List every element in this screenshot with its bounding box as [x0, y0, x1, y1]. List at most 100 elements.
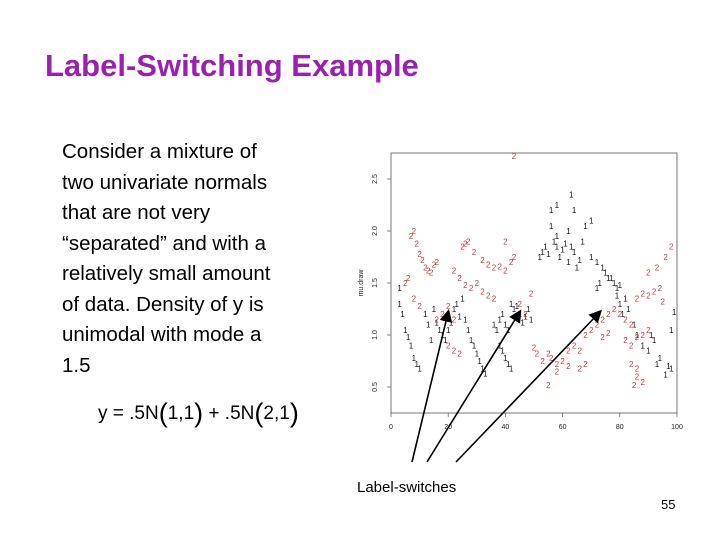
- data-point-1: 1: [546, 250, 551, 259]
- x-tick-label: 0: [389, 424, 393, 431]
- data-point-2: 2: [512, 253, 517, 262]
- data-point-2: 2: [606, 329, 611, 338]
- mixture-formula: y = .5N(1,1) + .5N(2,1): [98, 398, 299, 429]
- data-point-1: 1: [563, 239, 568, 248]
- y-axis-label: mu.draw: [358, 269, 365, 297]
- data-point-1: 1: [555, 243, 560, 252]
- data-point-1: 1: [540, 248, 545, 257]
- data-point-2: 2: [452, 347, 457, 356]
- data-point-2: 2: [589, 326, 594, 335]
- data-point-2: 2: [646, 269, 651, 278]
- data-point-1: 1: [575, 263, 580, 272]
- data-point-2: 2: [529, 289, 534, 298]
- data-point-2: 2: [629, 321, 634, 330]
- data-point-2: 2: [446, 341, 451, 350]
- formula-paren: ): [289, 398, 299, 428]
- formula-args-1: 1,1: [167, 403, 195, 424]
- data-point-1: 1: [552, 237, 557, 246]
- body-line: “separated” and with a: [62, 231, 266, 255]
- data-point-2: 2: [632, 381, 637, 390]
- data-point-2: 2: [432, 260, 437, 269]
- data-point-1: 1: [515, 302, 520, 311]
- data-point-2: 2: [406, 274, 411, 283]
- data-point-1: 1: [606, 274, 611, 283]
- data-point-2: 2: [635, 333, 640, 342]
- data-point-2: 2: [658, 284, 663, 293]
- body-line: unimodal with mode a: [62, 323, 262, 346]
- data-point-2: 2: [623, 315, 628, 324]
- data-point-2: 2: [503, 237, 508, 246]
- data-point-2: 2: [472, 248, 477, 257]
- data-point-2: 2: [429, 269, 434, 278]
- formula-args-2: 2,1: [263, 403, 290, 424]
- data-point-2: 2: [640, 378, 645, 387]
- data-point-2: 2: [492, 295, 497, 304]
- data-point-2: 2: [669, 243, 674, 252]
- data-point-1: 1: [460, 295, 465, 304]
- data-point-1: 1: [549, 206, 554, 215]
- data-point-1: 1: [609, 274, 614, 283]
- data-point-2: 2: [435, 258, 440, 267]
- data-point-1: 1: [623, 295, 628, 304]
- data-point-2: 2: [503, 267, 508, 276]
- data-point-2: 2: [646, 326, 651, 335]
- data-point-1: 1: [615, 284, 620, 293]
- data-point-1: 1: [500, 310, 505, 319]
- formula-paren: (: [158, 398, 168, 428]
- y-tick-label: 1.0: [372, 330, 379, 340]
- data-point-2: 2: [572, 341, 577, 350]
- body-line: of data. Density of y is: [62, 292, 264, 316]
- data-point-1: 1: [620, 310, 625, 319]
- data-point-2: 2: [578, 364, 583, 373]
- formula-lhs: y = .5N: [98, 403, 159, 424]
- data-point-1: 1: [669, 326, 674, 335]
- data-point-2: 2: [635, 295, 640, 304]
- data-point-1: 1: [626, 305, 631, 314]
- data-point-1: 1: [669, 364, 674, 373]
- data-point-2: 2: [440, 310, 445, 319]
- data-point-1: 1: [640, 341, 645, 350]
- x-tick-label: 60: [559, 424, 567, 431]
- data-point-1: 1: [509, 300, 514, 309]
- data-point-1: 1: [483, 369, 488, 378]
- data-point-1: 1: [406, 333, 411, 342]
- data-point-2: 2: [417, 302, 422, 311]
- data-point-2: 2: [652, 287, 657, 296]
- data-point-2: 2: [640, 289, 645, 298]
- data-point-2: 2: [463, 281, 468, 290]
- data-point-2: 2: [618, 310, 623, 319]
- data-point-1: 1: [526, 305, 531, 314]
- data-point-1: 1: [672, 308, 677, 317]
- data-point-1: 1: [452, 305, 457, 314]
- data-point-1: 1: [595, 258, 600, 267]
- data-point-1: 1: [663, 371, 668, 380]
- data-point-2: 2: [457, 274, 462, 283]
- data-point-2: 2: [612, 305, 617, 314]
- data-point-2: 2: [517, 300, 522, 309]
- data-point-1: 1: [549, 222, 554, 231]
- data-point-1: 1: [403, 326, 408, 335]
- x-tick-label: 40: [502, 424, 510, 431]
- data-point-1: 1: [618, 281, 623, 290]
- data-point-2: 2: [606, 310, 611, 319]
- data-point-2: 2: [629, 341, 634, 350]
- x-tick-label: 100: [671, 424, 683, 431]
- data-point-2: 2: [663, 253, 668, 262]
- data-point-1: 1: [646, 347, 651, 356]
- data-point-1: 1: [566, 258, 571, 267]
- data-point-1: 1: [618, 300, 623, 309]
- data-point-1: 1: [635, 331, 640, 340]
- data-point-2: 2: [540, 357, 545, 366]
- data-point-1: 1: [400, 310, 405, 319]
- data-point-2: 2: [635, 364, 640, 373]
- data-point-2: 2: [578, 347, 583, 356]
- data-point-2: 2: [486, 291, 491, 300]
- data-point-2: 2: [435, 315, 440, 324]
- data-point-1: 1: [600, 263, 605, 272]
- data-point-1: 1: [595, 284, 600, 293]
- data-point-2: 2: [486, 260, 491, 269]
- data-point-2: 2: [460, 243, 465, 252]
- body-line: relatively small amount: [62, 262, 271, 285]
- body-line: that are not very: [62, 201, 211, 224]
